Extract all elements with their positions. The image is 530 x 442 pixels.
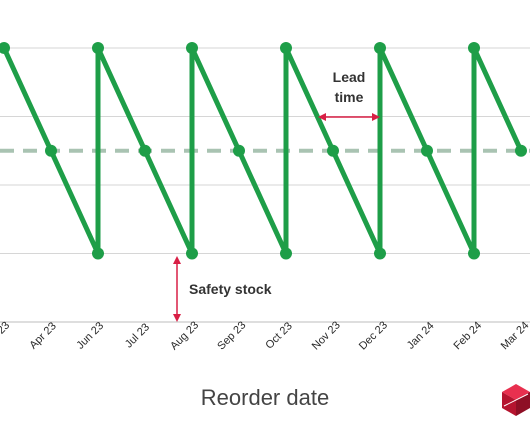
data-point (280, 247, 292, 260)
logo-cube-icon (502, 384, 530, 416)
data-point (92, 42, 104, 54)
data-point (374, 42, 386, 54)
data-point (468, 247, 480, 260)
data-point (280, 42, 292, 54)
x-tick-label: Aug 23 (168, 319, 201, 352)
data-point (186, 42, 198, 54)
x-tick-label: Apr 23 (27, 320, 58, 351)
safety-stock-arrow-head-up (173, 256, 181, 264)
lead-time-label-line-1: Lead (333, 69, 366, 85)
x-tick-label: Sep 23 (215, 319, 248, 352)
x-tick-label: Feb 24 (452, 320, 485, 353)
x-tick-label: Nov 23 (310, 319, 343, 352)
safety-stock-annotation: Safety stock (173, 256, 272, 322)
x-axis-ticks: Mar 23 Apr 23 Jun 23 Jul 23 Aug 23 Sep 23 Oct … (0, 319, 530, 352)
x-tick-label: Mar 24 (499, 320, 530, 353)
x-tick-label: Mar 23 (0, 320, 12, 353)
data-point (233, 144, 245, 157)
safety-stock-label: Safety stock (189, 281, 272, 297)
lead-time-label-line-2: time (335, 89, 364, 105)
lead-time-arrow-head-left (318, 113, 326, 121)
safety-stock-arrow-head-down (173, 314, 181, 322)
data-point (515, 144, 527, 157)
lead-time-arrow-head-right (372, 113, 380, 121)
lead-time-annotation: Lead time (318, 69, 380, 121)
x-tick-label: Jul 23 (123, 321, 152, 350)
x-tick-label: Oct 23 (263, 320, 294, 351)
data-point (327, 144, 339, 157)
x-tick-label: Dec 23 (357, 319, 390, 352)
data-point (45, 144, 57, 157)
stock-level-points (0, 42, 527, 260)
data-point (374, 247, 386, 260)
data-point (0, 42, 10, 54)
data-point (468, 42, 480, 54)
x-axis-title: Reorder date (201, 385, 329, 410)
data-point (421, 144, 433, 157)
data-point (139, 144, 151, 157)
x-tick-label: Jan 24 (405, 320, 437, 352)
data-point (92, 247, 104, 260)
x-tick-label: Jun 23 (74, 320, 106, 352)
data-point (186, 247, 198, 260)
